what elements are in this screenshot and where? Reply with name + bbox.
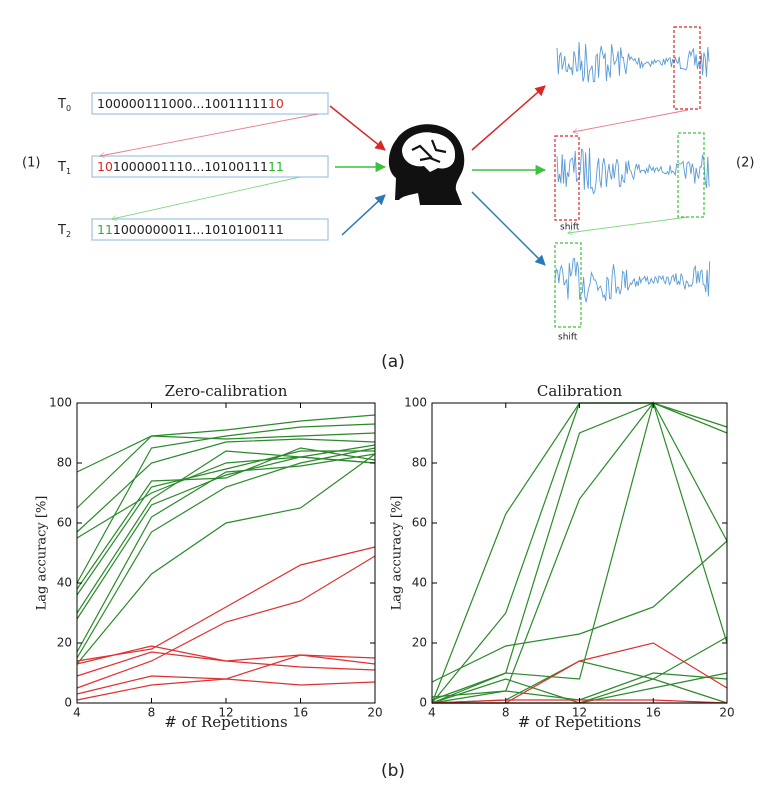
x-axis-label: # of Repetitions xyxy=(164,713,287,731)
sequence: 101000001110...1010011111 xyxy=(97,159,284,174)
shift-label: shift xyxy=(558,333,578,343)
sequence-boxes xyxy=(91,92,329,241)
y-axis-label: Lag accuracy [%] xyxy=(390,496,405,611)
x-tick-label: 4 xyxy=(73,706,81,720)
plot-frame xyxy=(431,402,728,704)
data-line xyxy=(76,450,375,596)
chart-title: Zero-calibration xyxy=(165,382,288,400)
arrows xyxy=(100,85,689,266)
data-line xyxy=(76,546,376,662)
y-tick-label: 20 xyxy=(412,636,427,650)
data-line xyxy=(76,423,376,584)
x-tick-label: 12 xyxy=(218,706,233,720)
data-line xyxy=(76,447,376,659)
y-tick-label: 80 xyxy=(412,456,427,470)
sequence-segment: 10 xyxy=(268,96,284,111)
signal xyxy=(556,41,710,83)
trial-name: T xyxy=(57,97,66,112)
data-line xyxy=(431,402,728,704)
sequence-segment: 11 xyxy=(268,159,284,174)
panel-label: (a) xyxy=(381,352,405,372)
sequence-segment: 1000001110...10100111 xyxy=(113,159,268,174)
data-line xyxy=(431,401,728,704)
x-tick-label: 20 xyxy=(367,706,382,720)
shift-label: shift xyxy=(560,223,580,233)
y-tick-label: 0 xyxy=(64,696,72,710)
trial-label: T1 xyxy=(57,160,71,176)
trial-label: T0 xyxy=(57,97,71,113)
data-line xyxy=(76,414,376,509)
trial-sub: 1 xyxy=(66,167,71,176)
y-tick-label: 100 xyxy=(404,396,427,410)
y-tick-label: 80 xyxy=(57,456,72,470)
data-line xyxy=(76,444,376,614)
data-line xyxy=(76,678,376,701)
trial-label: T2 xyxy=(57,223,71,239)
panel-label: (b) xyxy=(381,761,405,781)
x-tick-label: 8 xyxy=(148,706,156,720)
y-tick-label: 20 xyxy=(57,636,72,650)
trial-sub: 0 xyxy=(66,104,71,113)
data-line xyxy=(76,453,376,665)
right-label: (2) xyxy=(736,156,754,171)
sequence-segment: 1000000011...1010100111 xyxy=(113,222,284,237)
brain-icon xyxy=(388,124,465,205)
x-tick-label: 12 xyxy=(572,706,587,720)
data-line xyxy=(431,402,728,704)
sequence-segment: 100000111000...10011111 xyxy=(97,96,268,111)
x-tick-label: 16 xyxy=(293,706,308,720)
trial-sub: 2 xyxy=(66,230,71,239)
signals xyxy=(554,41,711,303)
trial-name: T xyxy=(57,223,66,238)
y-tick-label: 100 xyxy=(49,396,72,410)
data-line xyxy=(76,456,376,620)
x-tick-label: 8 xyxy=(502,706,510,720)
trial-name: T xyxy=(57,160,66,175)
x-tick-label: 20 xyxy=(719,706,734,720)
y-tick-label: 60 xyxy=(412,516,427,530)
sequence: 111000000011...1010100111 xyxy=(97,222,284,237)
y-axis-label: Lag accuracy [%] xyxy=(35,496,50,611)
data-line xyxy=(76,456,376,539)
x-tick-label: 4 xyxy=(428,706,436,720)
data-line xyxy=(76,453,376,653)
data-line xyxy=(76,555,376,689)
data-line xyxy=(76,651,376,677)
signal xyxy=(556,147,710,195)
signal xyxy=(554,257,711,303)
dashed-boxes xyxy=(554,26,705,328)
data-line xyxy=(431,400,728,701)
x-axis-label: # of Repetitions xyxy=(518,713,641,731)
x-tick-label: 16 xyxy=(646,706,661,720)
y-tick-label: 60 xyxy=(57,516,72,530)
data-line xyxy=(431,540,728,683)
data-line xyxy=(76,438,376,533)
sequence: 100000111000...1001111110 xyxy=(97,96,284,111)
sequence-segment: 11 xyxy=(97,222,113,237)
left-label: (1) xyxy=(22,156,40,171)
data-line xyxy=(76,432,376,473)
chart-title: Calibration xyxy=(537,382,623,400)
data-line xyxy=(76,447,376,590)
y-tick-label: 40 xyxy=(412,576,427,590)
y-tick-label: 0 xyxy=(419,696,427,710)
sequence-segment: 10 xyxy=(97,159,113,174)
y-tick-label: 40 xyxy=(57,576,72,590)
data-line xyxy=(431,402,728,704)
